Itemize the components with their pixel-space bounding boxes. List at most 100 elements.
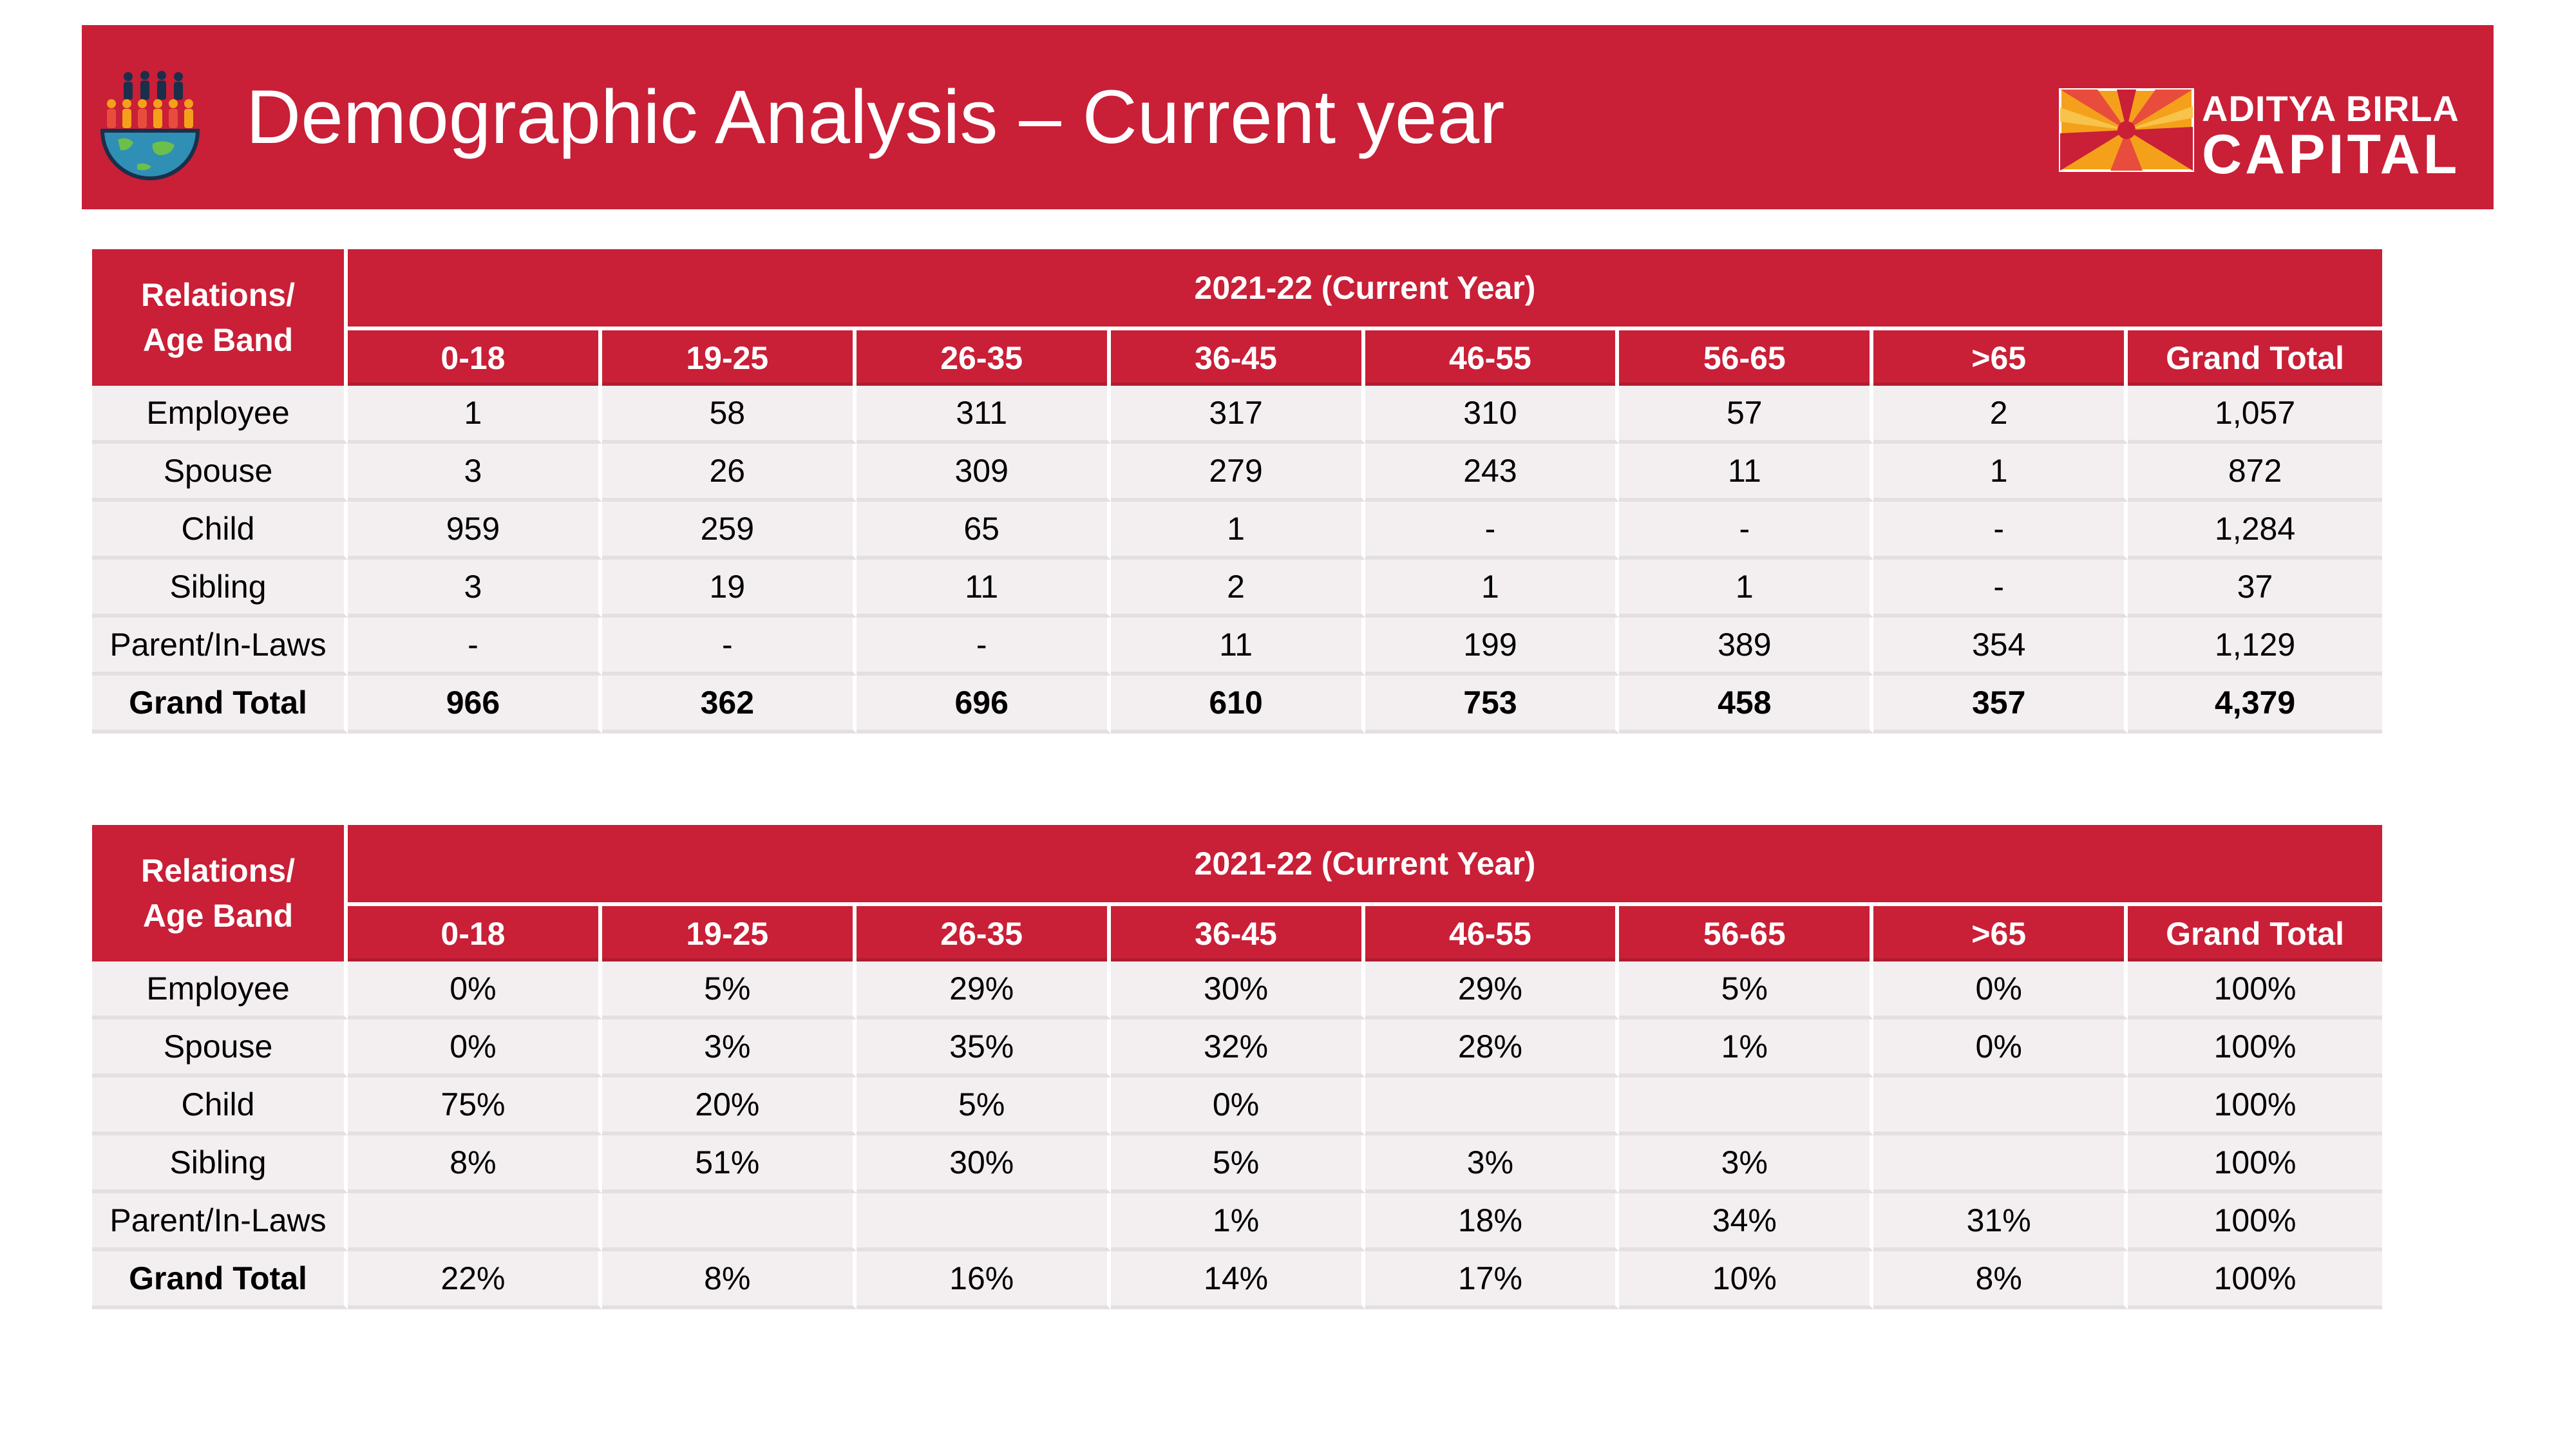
table-cell: 17%: [1365, 1251, 1620, 1309]
table-cell: 100%: [2128, 1251, 2382, 1309]
table-cell: 11: [1619, 444, 1874, 502]
percentage-table: Relations/ Age Band 2021-22 (Current Yea…: [92, 825, 2382, 1309]
table-cell: -: [601, 618, 857, 676]
column-header: 19-25: [601, 906, 857, 961]
column-header: 56-65: [1619, 330, 1874, 386]
table-row: Employee 1 58 311 317 310 57 2 1,057: [92, 386, 2382, 444]
row-label: Sibling: [92, 1135, 348, 1193]
column-header: 26-35: [856, 906, 1111, 961]
table-cell: 75%: [348, 1077, 602, 1135]
table-cell: 1,284: [2128, 502, 2382, 560]
table-cell: 696: [856, 676, 1111, 734]
table-cell: 26: [601, 444, 857, 502]
table-cell: 458: [1619, 676, 1874, 734]
table-cell: 959: [348, 502, 602, 560]
column-header: 0-18: [348, 906, 602, 961]
table-cell: 57: [1619, 386, 1874, 444]
column-header: >65: [1873, 906, 2128, 961]
table-cell: 100%: [2128, 1077, 2382, 1135]
table-cell: 1: [1110, 502, 1365, 560]
table-cell: -: [1619, 502, 1874, 560]
table-cell: 389: [1619, 618, 1874, 676]
table-cell: 259: [601, 502, 857, 560]
table-cell: -: [348, 618, 602, 676]
column-header: 46-55: [1365, 906, 1620, 961]
table-cell: 362: [601, 676, 857, 734]
table-cell: 1%: [1619, 1019, 1874, 1077]
table-cell: 35%: [856, 1019, 1111, 1077]
year-group-header: 2021-22 (Current Year): [348, 825, 2382, 906]
table-row: Child 75% 20% 5% 0% 100%: [92, 1077, 2382, 1135]
table-cell: 3: [348, 444, 602, 502]
grand-total-row: Grand Total 966 362 696 610 753 458 357 …: [92, 676, 2382, 734]
corner-line-1: Relations/: [141, 853, 295, 889]
table-cell: 8%: [601, 1251, 857, 1309]
row-label: Spouse: [92, 444, 348, 502]
header-banner: Demographic Analysis – Current year ADIT…: [82, 25, 2494, 209]
table-cell: 753: [1365, 676, 1620, 734]
table-cell: 37: [2128, 560, 2382, 618]
row-label: Grand Total: [92, 676, 348, 734]
corner-line-2: Age Band: [142, 322, 294, 358]
table-cell: -: [1873, 502, 2128, 560]
column-header: 56-65: [1619, 906, 1874, 961]
table-row: Parent/In-Laws 1% 18% 34% 31% 100%: [92, 1193, 2382, 1251]
table-cell: 65: [856, 502, 1111, 560]
sunburst-logo-icon: [2059, 88, 2194, 172]
logo-line-2: CAPITAL: [2202, 124, 2461, 185]
table-cell: 29%: [856, 961, 1111, 1019]
column-header: 19-25: [601, 330, 857, 386]
table-cell: 5%: [601, 961, 857, 1019]
column-header: 0-18: [348, 330, 602, 386]
table-row: Spouse 0% 3% 35% 32% 28% 1% 0% 100%: [92, 1019, 2382, 1077]
table-cell: 19: [601, 560, 857, 618]
table-cell: 1: [348, 386, 602, 444]
table-cell: 51%: [601, 1135, 857, 1193]
table-cell: 11: [1110, 618, 1365, 676]
table-cell: 2: [1110, 560, 1365, 618]
row-label: Parent/In-Laws: [92, 1193, 348, 1251]
row-label: Grand Total: [92, 1251, 348, 1309]
logo-line-1: ADITYA BIRLA: [2202, 88, 2459, 129]
table-cell: 1: [1873, 444, 2128, 502]
table-row: Parent/In-Laws - - - 11 199 389 354 1,12…: [92, 618, 2382, 676]
table-row: Sibling 8% 51% 30% 5% 3% 3% 100%: [92, 1135, 2382, 1193]
table-cell: 354: [1873, 618, 2128, 676]
table-cell: 8%: [348, 1135, 602, 1193]
table-cell: [601, 1193, 857, 1251]
table-cell: 5%: [856, 1077, 1111, 1135]
table-cell: 4,379: [2128, 676, 2382, 734]
table-cell: 100%: [2128, 1135, 2382, 1193]
table-cell: 311: [856, 386, 1111, 444]
table-cell: 14%: [1110, 1251, 1365, 1309]
table-cell: 3%: [601, 1019, 857, 1077]
table-cell: 100%: [2128, 961, 2382, 1019]
aditya-birla-capital-logo: ADITYA BIRLA CAPITAL: [2059, 88, 2459, 182]
table-cell: 0%: [1110, 1077, 1365, 1135]
table-cell: 2: [1873, 386, 2128, 444]
table-row: Sibling 3 19 11 2 1 1 - 37: [92, 560, 2382, 618]
table-cell: 1: [1619, 560, 1874, 618]
table-cell: -: [1873, 560, 2128, 618]
row-label: Sibling: [92, 560, 348, 618]
table-cell: 18%: [1365, 1193, 1620, 1251]
table-cell: 966: [348, 676, 602, 734]
table-cell: 610: [1110, 676, 1365, 734]
table-cell: 872: [2128, 444, 2382, 502]
table-cell: -: [1365, 502, 1620, 560]
table-cell: [1873, 1135, 2128, 1193]
table-cell: [348, 1193, 602, 1251]
table-cell: 317: [1110, 386, 1365, 444]
table-cell: 58: [601, 386, 857, 444]
table-cell: 357: [1873, 676, 2128, 734]
row-label: Parent/In-Laws: [92, 618, 348, 676]
table-cell: 0%: [1873, 1019, 2128, 1077]
table-cell: 28%: [1365, 1019, 1620, 1077]
table-cell: 1,057: [2128, 386, 2382, 444]
table-cell: 3%: [1365, 1135, 1620, 1193]
table-cell: 1: [1365, 560, 1620, 618]
table-cell: 8%: [1873, 1251, 2128, 1309]
column-header: Grand Total: [2128, 906, 2382, 961]
row-label: Child: [92, 502, 348, 560]
table-cell: 0%: [1873, 961, 2128, 1019]
